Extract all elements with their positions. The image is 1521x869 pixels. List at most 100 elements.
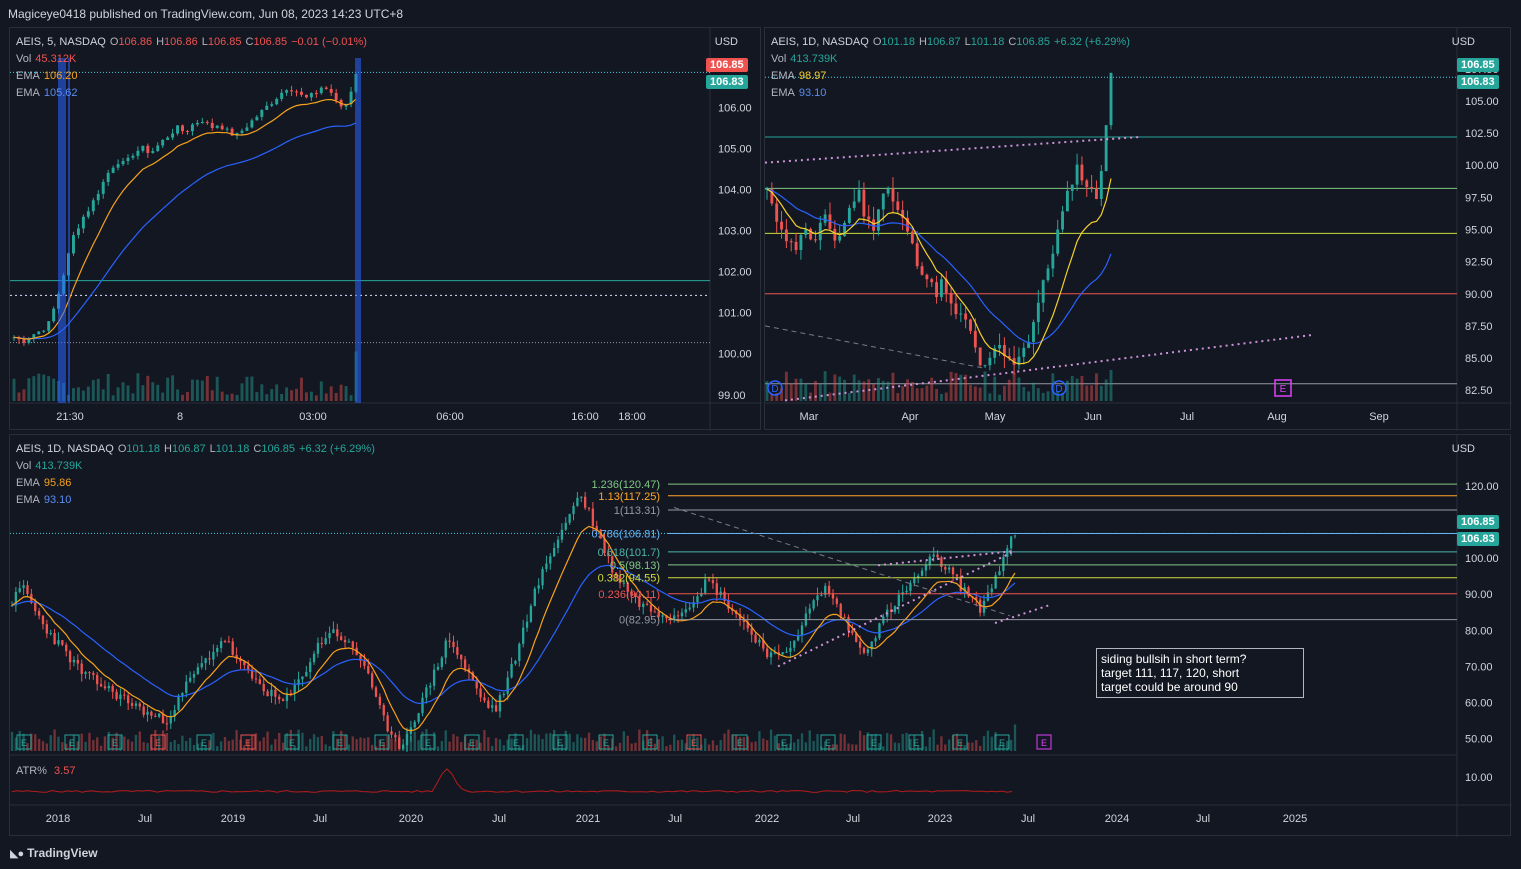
candle-body	[855, 633, 858, 642]
candle-body	[607, 553, 610, 557]
volume-bar	[270, 744, 273, 751]
volume-bar	[363, 738, 366, 751]
volume-bar	[86, 386, 90, 401]
candle-body	[334, 92, 338, 100]
candle-body	[665, 615, 668, 619]
candle-body	[925, 274, 929, 280]
long-term-chart-canvas[interactable]: 50.0060.0070.0080.0090.00100.00110.00120…	[10, 435, 1512, 837]
legend-ema-row-0: EMA 106.20	[16, 70, 78, 82]
volume-bar	[471, 740, 474, 751]
candle-body	[452, 641, 455, 648]
candle-body	[270, 689, 273, 697]
candle-body	[978, 347, 982, 366]
candle-body	[742, 619, 746, 622]
candle-body	[190, 124, 194, 132]
candle-body	[96, 674, 99, 685]
volume-bar	[491, 745, 494, 751]
volume-bar	[91, 380, 95, 401]
volume-bar	[765, 381, 769, 401]
candle-body	[920, 266, 924, 275]
volume-bar	[818, 384, 822, 401]
trend-line	[765, 325, 986, 369]
candle-body	[920, 570, 924, 576]
candle-body	[425, 687, 428, 698]
candle-body	[944, 279, 948, 293]
volume-bar	[432, 732, 436, 751]
candle-body	[111, 685, 114, 692]
candle-body	[106, 172, 110, 182]
earnings-marker-label: E	[513, 738, 519, 748]
volume-bar	[32, 376, 36, 401]
candle-body	[14, 591, 18, 606]
candle-body	[1041, 280, 1045, 303]
volume-bar	[239, 739, 242, 751]
candle-body	[52, 308, 56, 322]
candle-body	[1065, 190, 1069, 212]
volume-bar	[669, 744, 672, 751]
candle-body	[208, 658, 211, 660]
candle-body	[835, 598, 839, 604]
candle-body	[45, 624, 49, 634]
y-tick-label: 103.00	[718, 226, 752, 238]
chart-panel-intraday[interactable]: 99.00 100.00 101.00 102.00 103.00 104.00 105.0…	[9, 27, 762, 431]
legend-ohlc-row: AEIS, 1D, NASDAQ O101.18 H106.87 L101.18 C10…	[771, 34, 1130, 51]
chart-panel-weekly[interactable]: 50.0060.0070.0080.0090.00100.00110.00120…	[9, 434, 1512, 837]
candle-body	[1109, 72, 1113, 126]
ohlc-c: C106.85	[253, 443, 296, 455]
candle-body	[96, 193, 100, 201]
chart-panel-daily[interactable]: 82.50 85.00 87.50 90.00 92.50 95.00 97.50 100.0…	[764, 27, 1512, 431]
candle-body	[429, 685, 432, 688]
volume-bar	[796, 738, 800, 751]
intraday-chart-canvas[interactable]: 99.00 100.00 101.00 102.00 103.00 104.00 105.0…	[10, 28, 762, 431]
candle-body	[676, 615, 680, 617]
volume-bar	[382, 742, 385, 751]
candle-body	[932, 554, 935, 557]
candle-body	[309, 662, 312, 672]
candle-body	[80, 663, 83, 674]
candle-body	[432, 669, 436, 686]
candle-body	[258, 679, 262, 684]
volume-bar	[146, 743, 149, 751]
volume-bar	[847, 392, 851, 401]
candle-body	[250, 669, 254, 679]
daily-chart-canvas[interactable]: 82.50 85.00 87.50 90.00 92.50 95.00 97.50 100.0…	[765, 28, 1512, 431]
volume-bar	[494, 737, 498, 751]
candle-body	[1080, 164, 1084, 181]
candle-body	[34, 602, 37, 611]
volume-bar	[603, 733, 606, 751]
text-note[interactable]: siding bullsih in short term? target 111…	[1096, 648, 1304, 698]
volume-bar	[258, 741, 262, 751]
volume-bar	[794, 378, 798, 401]
volume-bar	[870, 734, 873, 751]
earnings-marker-label: E	[425, 738, 431, 748]
candle-body	[262, 683, 265, 692]
volume-bar	[988, 393, 992, 401]
volume-bar	[121, 382, 125, 401]
candle-body	[243, 661, 246, 666]
candle-body	[723, 591, 726, 601]
y-tick-label: 92.50	[1465, 257, 1493, 269]
currency-label: USD	[1451, 443, 1475, 455]
candle-body	[195, 122, 199, 125]
volume-bar	[240, 383, 244, 401]
volume-bar	[793, 742, 796, 751]
volume-bar	[386, 736, 389, 751]
volume-bar	[334, 392, 338, 401]
candle-body	[785, 651, 788, 653]
volume-bar	[227, 740, 231, 751]
change-value: +6.32 (+6.29%)	[299, 443, 375, 455]
earnings-marker-label: E	[21, 738, 27, 748]
symbol-label: AEIS, 1D, NASDAQ	[16, 443, 114, 455]
volume-bar	[448, 741, 451, 751]
volume-bar	[680, 739, 684, 751]
volume-bar	[68, 741, 72, 751]
y-tick-label: 120.00	[1465, 481, 1499, 493]
earnings-marker	[332, 734, 348, 750]
candle-body	[831, 593, 835, 599]
candle-body	[359, 655, 362, 661]
candle-body	[475, 680, 478, 689]
currency-label: USD	[714, 36, 738, 48]
candle-body	[611, 556, 614, 573]
volume-bar	[351, 736, 354, 751]
volume-bar	[216, 746, 219, 751]
